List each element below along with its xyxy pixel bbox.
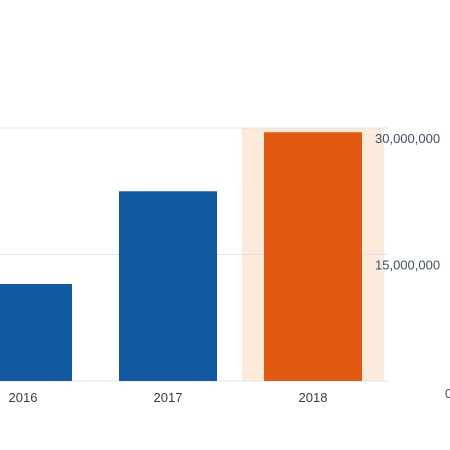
x-tick-label-2016: 2016: [9, 390, 38, 405]
bar-2016[interactable]: [0, 284, 72, 381]
x-axis-ticks: 2016 2017 2018: [9, 390, 328, 405]
x-tick-label-2018: 2018: [299, 390, 328, 405]
y-tick-label-0: 0: [445, 386, 450, 401]
bar-2018[interactable]: [264, 132, 362, 381]
y-tick-label-1: 15,000,000: [375, 258, 440, 273]
y-tick-label-2: 30,000,000: [375, 131, 440, 146]
bars: [0, 132, 362, 381]
bar-2017[interactable]: [119, 191, 217, 381]
x-tick-label-2017: 2017: [154, 390, 183, 405]
y-axis-ticks: 0 15,000,000 30,000,000: [375, 131, 450, 401]
